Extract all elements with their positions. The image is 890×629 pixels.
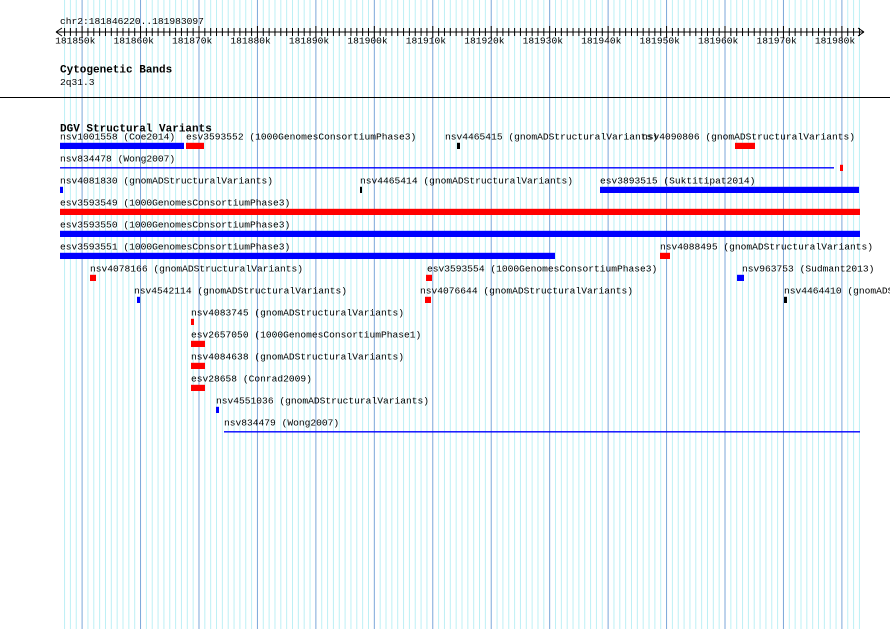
svg-text:nsv4088495 (gnomADStructuralVa: nsv4088495 (gnomADStructuralVariants) xyxy=(660,242,873,253)
svg-text:esv2657050 (1000GenomesConsort: esv2657050 (1000GenomesConsortiumPhase1) xyxy=(191,330,421,341)
svg-text:nsv4084638 (gnomADStructuralVa: nsv4084638 (gnomADStructuralVariants) xyxy=(191,352,404,363)
svg-text:nsv4551036 (gnomADStructuralVa: nsv4551036 (gnomADStructuralVariants) xyxy=(216,396,429,407)
svg-text:nsv4542114 (gnomADStructuralVa: nsv4542114 (gnomADStructuralVariants) xyxy=(134,286,347,297)
svg-text:181850k: 181850k xyxy=(55,36,96,47)
svg-text:181880k: 181880k xyxy=(230,36,271,47)
svg-text:181960k: 181960k xyxy=(698,36,739,47)
svg-text:esv3893515 (Suktitipat2014): esv3893515 (Suktitipat2014) xyxy=(600,176,755,187)
svg-text:181870k: 181870k xyxy=(172,36,213,47)
svg-text:181900k: 181900k xyxy=(347,36,388,47)
svg-text:nsv1001558 (Coe2014): nsv1001558 (Coe2014) xyxy=(60,132,175,143)
svg-text:181970k: 181970k xyxy=(756,36,797,47)
svg-text:181860k: 181860k xyxy=(114,36,155,47)
svg-text:esv3593549 (1000GenomesConsort: esv3593549 (1000GenomesConsortiumPhase3) xyxy=(60,198,290,209)
svg-text:nsv4465414 (gnomADStructuralVa: nsv4465414 (gnomADStructuralVariants) xyxy=(360,176,573,187)
svg-text:181890k: 181890k xyxy=(289,36,330,47)
svg-text:esv3593554 (1000GenomesConsort: esv3593554 (1000GenomesConsortiumPhase3) xyxy=(427,264,657,275)
svg-text:chr2:181846220..181983097: chr2:181846220..181983097 xyxy=(60,16,204,27)
svg-text:esv28658 (Conrad2009): esv28658 (Conrad2009) xyxy=(191,374,312,385)
svg-text:nsv4464410 (gnomADStructuralVa: nsv4464410 (gnomADStructuralVariants) xyxy=(784,286,890,297)
svg-text:nsv4076644 (gnomADStructuralVa: nsv4076644 (gnomADStructuralVariants) xyxy=(420,286,633,297)
svg-text:Cytogenetic Bands: Cytogenetic Bands xyxy=(60,65,172,77)
svg-text:nsv4083745 (gnomADStructuralVa: nsv4083745 (gnomADStructuralVariants) xyxy=(191,308,404,319)
svg-text:nsv834478 (Wong2007): nsv834478 (Wong2007) xyxy=(60,154,175,165)
svg-text:181980k: 181980k xyxy=(815,36,856,47)
svg-text:181940k: 181940k xyxy=(581,36,622,47)
svg-text:181930k: 181930k xyxy=(523,36,564,47)
svg-text:181950k: 181950k xyxy=(640,36,681,47)
svg-text:181920k: 181920k xyxy=(464,36,505,47)
svg-text:esv3593551 (1000GenomesConsort: esv3593551 (1000GenomesConsortiumPhase3) xyxy=(60,242,290,253)
svg-text:nsv834479 (Wong2007): nsv834479 (Wong2007) xyxy=(224,418,339,429)
svg-text:nsv4090806 (gnomADStructuralVa: nsv4090806 (gnomADStructuralVariants) xyxy=(642,132,855,143)
svg-text:nsv4465415 (gnomADStructuralVa: nsv4465415 (gnomADStructuralVariants) xyxy=(445,132,658,143)
svg-text:nsv4078166 (gnomADStructuralVa: nsv4078166 (gnomADStructuralVariants) xyxy=(90,264,303,275)
svg-text:nsv963753 (Sudmant2013): nsv963753 (Sudmant2013) xyxy=(742,264,874,275)
svg-text:nsv4081830 (gnomADStructuralVa: nsv4081830 (gnomADStructuralVariants) xyxy=(60,176,273,187)
svg-text:181910k: 181910k xyxy=(406,36,447,47)
svg-text:esv3593550 (1000GenomesConsort: esv3593550 (1000GenomesConsortiumPhase3) xyxy=(60,220,290,231)
svg-text:esv3593552 (1000GenomesConsort: esv3593552 (1000GenomesConsortiumPhase3) xyxy=(186,132,416,143)
svg-text:2q31.3: 2q31.3 xyxy=(60,77,95,88)
